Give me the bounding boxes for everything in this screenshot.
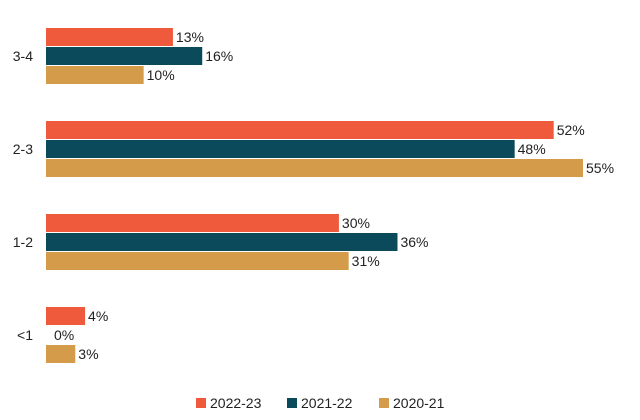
legend-label: 2021-22 <box>301 395 353 411</box>
data-label: 16% <box>205 48 233 64</box>
bar-2022-23-2-3 <box>46 121 554 139</box>
legend-swatch <box>379 398 389 408</box>
data-label: 13% <box>176 29 204 45</box>
legend-label: 2022-23 <box>210 395 262 411</box>
category-label: <1 <box>17 327 33 343</box>
bar-2022-23-3-4 <box>46 28 173 46</box>
bar-2020-21-3-4 <box>46 66 144 84</box>
data-label: 52% <box>557 122 585 138</box>
bar-2020-21-<1 <box>46 345 76 363</box>
category-label: 3-4 <box>13 48 33 64</box>
legend-item: 2020-21 <box>379 395 445 411</box>
data-label: 4% <box>88 308 108 324</box>
bar-2021-22-2-3 <box>46 140 515 158</box>
legend-item: 2021-22 <box>287 395 353 411</box>
data-label: 36% <box>400 234 428 250</box>
data-label: 55% <box>586 160 614 176</box>
category-label: 1-2 <box>13 234 33 250</box>
category-label: 2-3 <box>13 141 33 157</box>
bar-2022-23-<1 <box>46 307 86 325</box>
data-label: 3% <box>78 346 98 362</box>
legend-item: 2022-23 <box>196 395 262 411</box>
data-label: 0% <box>54 327 74 343</box>
bar-2021-22-3-4 <box>46 47 203 65</box>
legend-swatch <box>287 398 297 408</box>
data-label: 10% <box>147 67 175 83</box>
data-label: 30% <box>342 215 370 231</box>
bar-2020-21-1-2 <box>46 252 349 270</box>
legend-swatch <box>196 398 206 408</box>
legend-label: 2020-21 <box>393 395 445 411</box>
data-label: 48% <box>518 141 546 157</box>
bar-2020-21-2-3 <box>46 159 583 177</box>
bar-2021-22-1-2 <box>46 233 398 251</box>
bar-2022-23-1-2 <box>46 214 339 232</box>
data-label: 31% <box>352 253 380 269</box>
